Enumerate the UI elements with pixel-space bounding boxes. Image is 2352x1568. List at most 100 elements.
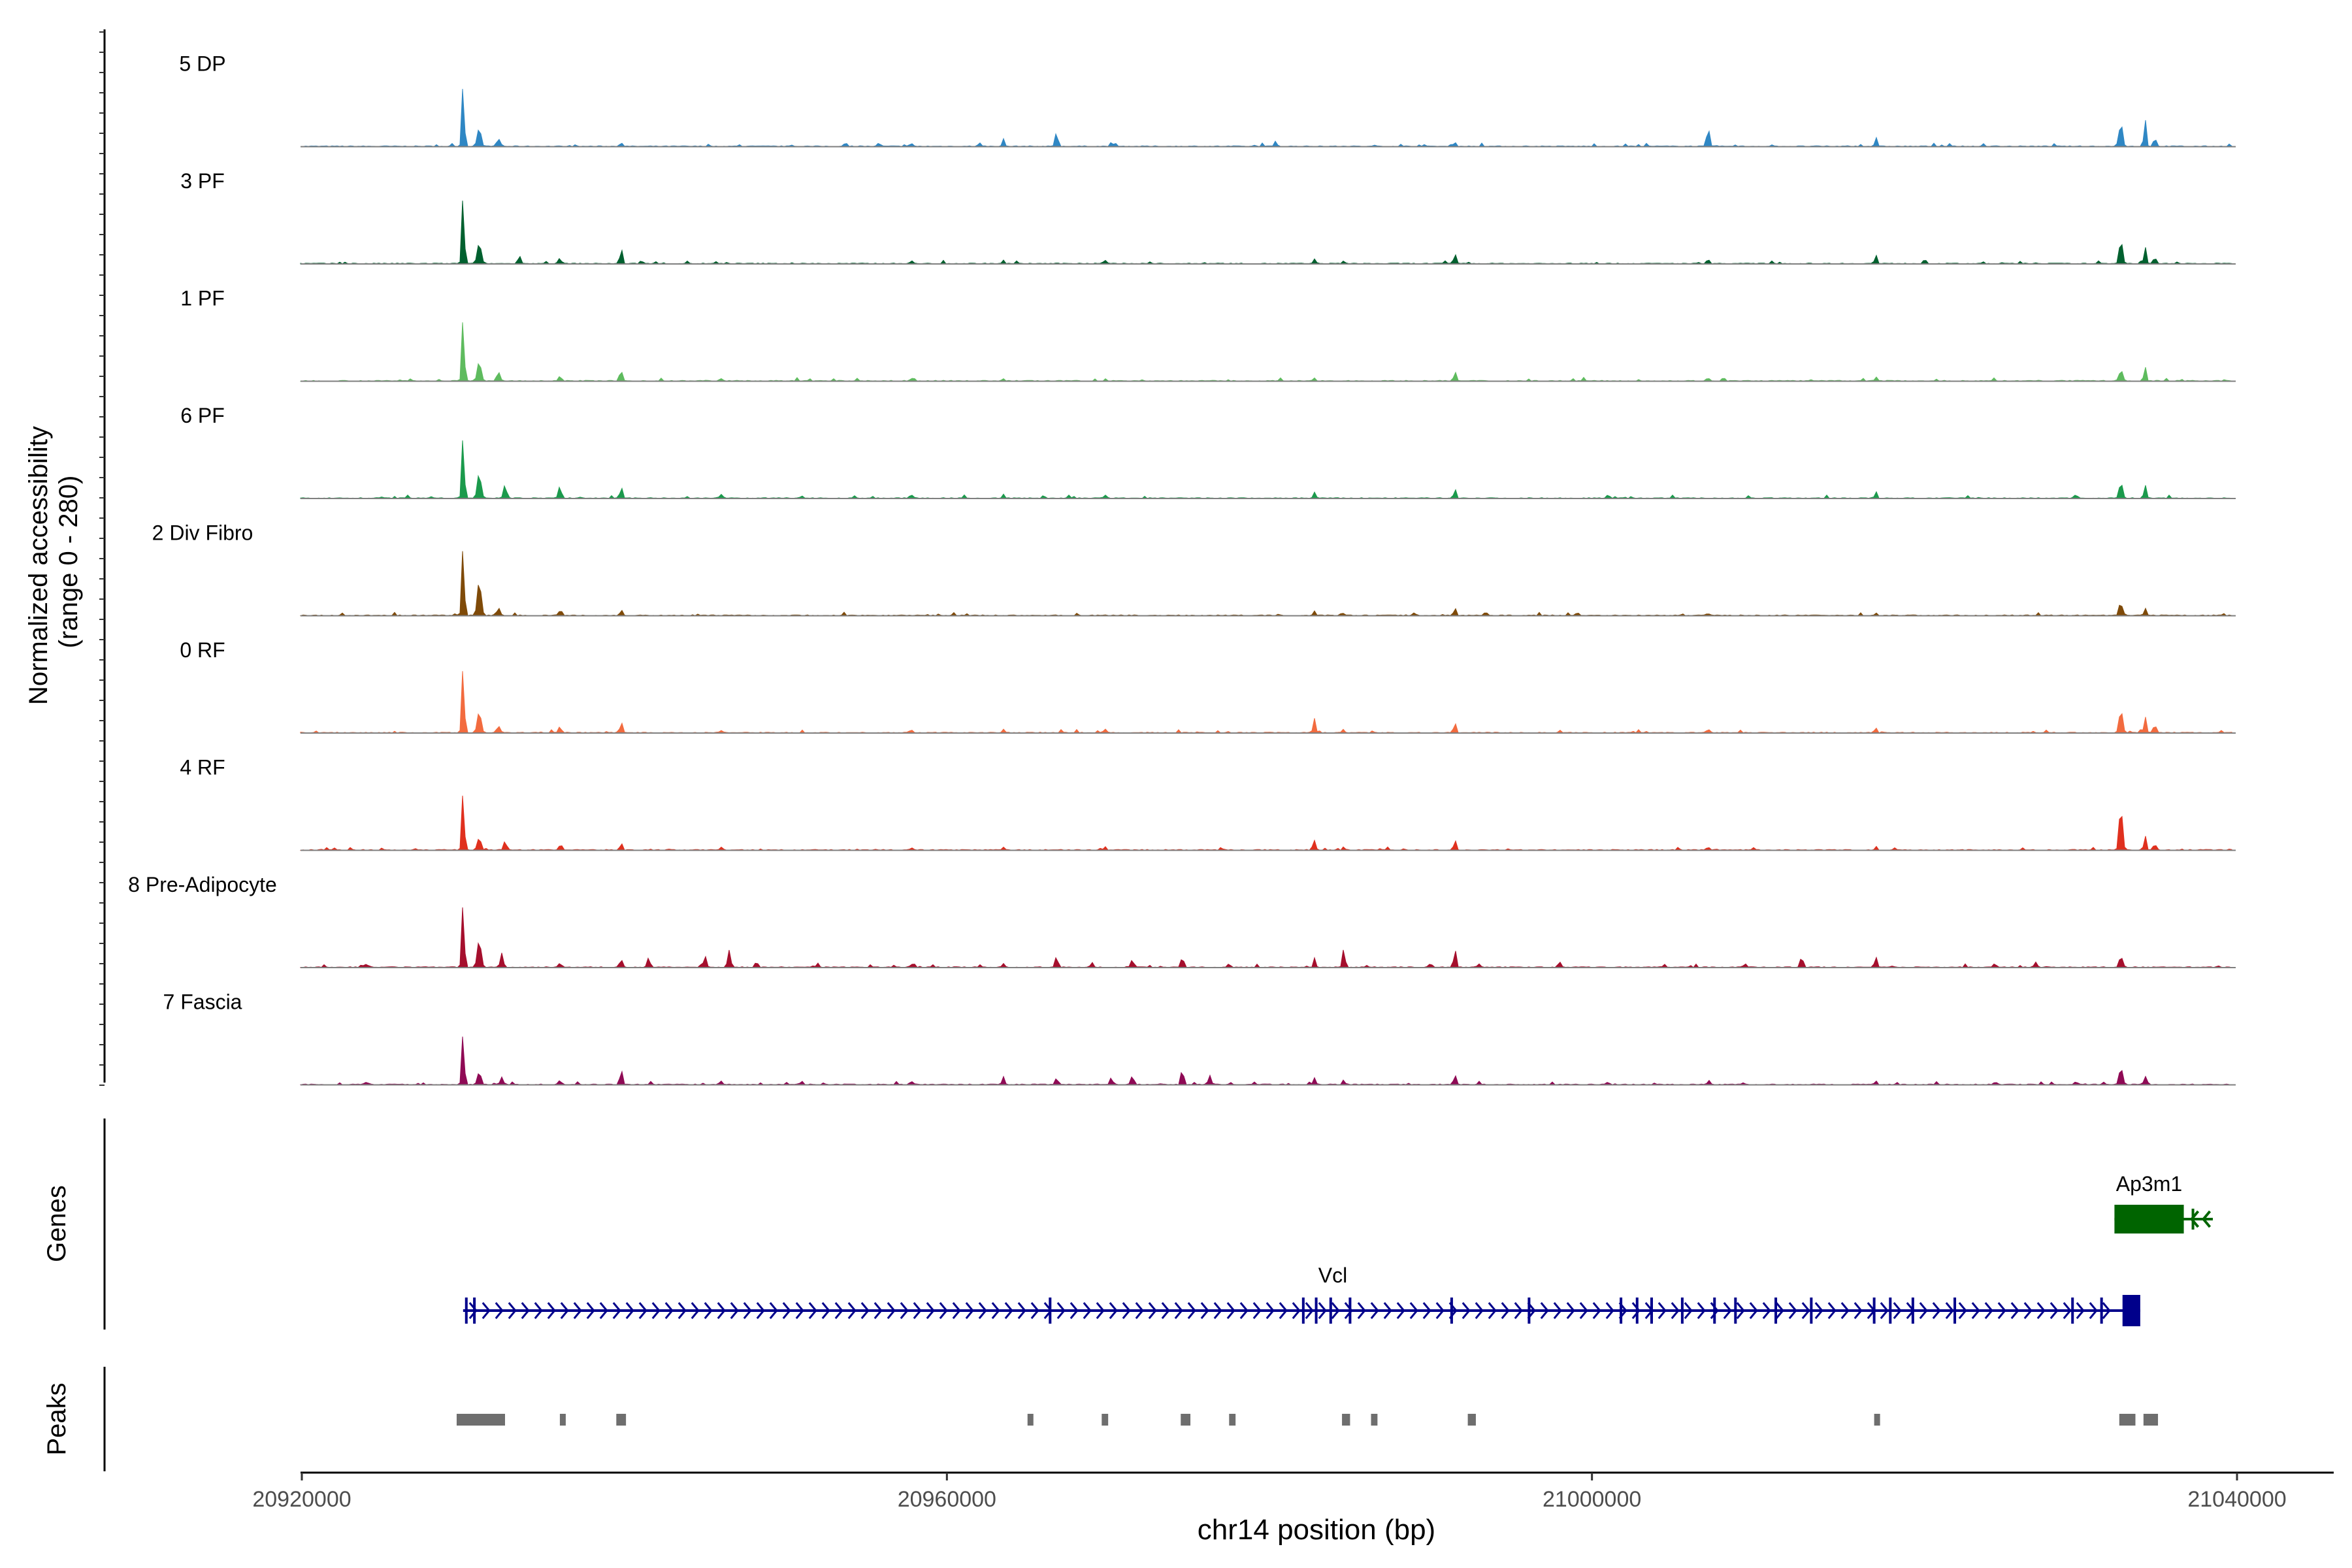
strand-arrow xyxy=(808,1302,817,1319)
strand-arrow xyxy=(625,1302,634,1319)
strand-arrow xyxy=(1932,1302,1941,1319)
strand-arrow xyxy=(1135,1302,1144,1319)
strand-arrow xyxy=(534,1302,543,1319)
strand-arrow xyxy=(991,1302,1000,1319)
x-tick-label: 21040000 xyxy=(2187,1487,2286,1512)
strand-arrow xyxy=(1710,1302,1719,1319)
strand-arrow xyxy=(521,1302,530,1319)
coverage-area-7-fascia xyxy=(300,1036,2232,1086)
strand-arrow xyxy=(769,1302,778,1319)
strand-arrow xyxy=(1213,1302,1222,1319)
strand-arrow xyxy=(1096,1302,1105,1319)
strand-arrow xyxy=(1566,1302,1575,1319)
gene-exon xyxy=(2114,1205,2184,1233)
peak-region xyxy=(1342,1414,1350,1426)
strand-arrow xyxy=(1997,1302,2006,1319)
strand-arrow xyxy=(1919,1302,1928,1319)
strand-arrow xyxy=(1880,1302,1889,1319)
strand-arrow xyxy=(834,1302,843,1319)
strand-arrow xyxy=(1984,1302,1993,1319)
peak-region xyxy=(1102,1414,1109,1426)
genes-axis-title: Genes xyxy=(42,1185,71,1262)
strand-arrow xyxy=(1370,1302,1379,1319)
strand-arrow xyxy=(573,1302,582,1319)
coverage-y-axis-title-line1: Normalized accessibility xyxy=(24,426,53,705)
strand-arrow xyxy=(1958,1302,1967,1319)
strand-arrow xyxy=(1070,1302,1079,1319)
strand-arrow xyxy=(1945,1302,1954,1319)
strand-arrow xyxy=(1252,1302,1262,1319)
peak-region xyxy=(2143,1414,2159,1426)
x-axis-title: chr14 position (bp) xyxy=(1198,1514,1435,1546)
strand-arrow xyxy=(939,1302,948,1319)
strand-arrow xyxy=(704,1302,713,1319)
strand-arrow xyxy=(1971,1302,1980,1319)
strand-arrow xyxy=(965,1302,974,1319)
strand-arrow xyxy=(1305,1302,1314,1319)
gene-ap3m1: Ap3m1 xyxy=(2114,1172,2213,1233)
strand-arrow xyxy=(1383,1302,1392,1319)
strand-arrow xyxy=(2010,1302,2019,1319)
strand-arrow xyxy=(1200,1302,1209,1319)
track-label-5-dp: 5 DP xyxy=(179,52,225,76)
strand-arrow xyxy=(1723,1302,1732,1319)
strand-arrow xyxy=(1488,1302,1497,1319)
strand-arrow xyxy=(2063,1302,2072,1319)
strand-arrow xyxy=(743,1302,752,1319)
strand-arrow xyxy=(847,1302,857,1319)
strand-arrow xyxy=(1631,1302,1641,1319)
coverage-y-axis-title: Normalized accessibility (range 0 - 280) xyxy=(24,419,83,705)
strand-arrow xyxy=(887,1302,896,1319)
peak-region xyxy=(2119,1414,2136,1426)
strand-arrow xyxy=(1854,1302,1863,1319)
strand-arrow xyxy=(978,1302,987,1319)
peak-track xyxy=(456,1414,2159,1426)
strand-arrow xyxy=(1122,1302,1131,1319)
strand-arrow xyxy=(1501,1302,1510,1319)
track-2-div-fibro: 2 Div Fibro xyxy=(152,521,2236,617)
coverage-area-4-rf xyxy=(300,795,2232,851)
strand-arrow xyxy=(495,1302,504,1319)
x-axis: 20920000 20960000 21000000 21040000 xyxy=(252,1471,2334,1512)
strand-arrow xyxy=(678,1302,687,1319)
strand-arrow xyxy=(821,1302,830,1319)
strand-arrow xyxy=(482,1302,491,1319)
strand-arrow xyxy=(1161,1302,1170,1319)
peak-region xyxy=(616,1414,627,1426)
strand-arrow xyxy=(1514,1302,1523,1319)
strand-arrow xyxy=(1004,1302,1013,1319)
track-label-3-pf: 3 PF xyxy=(180,169,225,193)
coverage-area-3-pf xyxy=(300,201,2232,265)
track-3-pf: 3 PF xyxy=(180,169,2236,265)
strand-arrow xyxy=(1592,1302,1601,1319)
strand-arrow xyxy=(913,1302,922,1319)
strand-arrow xyxy=(717,1302,726,1319)
strand-arrow xyxy=(900,1302,909,1319)
strand-arrow xyxy=(560,1302,569,1319)
x-tick-label: 21000000 xyxy=(1543,1487,1641,1512)
strand-arrow xyxy=(1017,1302,1026,1319)
strand-arrow xyxy=(1422,1302,1431,1319)
coverage-tracks: 5 DP 3 PF 1 PF 6 PF 2 Div Fibro 0 RF 4 RF 8 Pre… xyxy=(128,52,2236,1086)
strand-arrow xyxy=(1187,1302,1196,1319)
strand-arrow xyxy=(2036,1302,2046,1319)
x-tick-label: 20960000 xyxy=(898,1487,996,1512)
track-6-pf: 6 PF xyxy=(180,404,2236,499)
peak-region xyxy=(456,1414,506,1426)
strand-arrow xyxy=(1292,1302,1301,1319)
strand-arrow xyxy=(508,1302,517,1319)
strand-arrow xyxy=(860,1302,870,1319)
track-label-0-rf: 0 RF xyxy=(180,638,225,662)
strand-arrow xyxy=(926,1302,935,1319)
strand-arrow xyxy=(651,1302,661,1319)
strand-arrow xyxy=(2023,1302,2033,1319)
strand-arrow xyxy=(2050,1302,2059,1319)
strand-arrow xyxy=(1788,1302,1797,1319)
track-label-2-div-fibro: 2 Div Fibro xyxy=(152,521,253,545)
strand-arrow xyxy=(1409,1302,1418,1319)
strand-arrow xyxy=(874,1302,883,1319)
track-label-4-rf: 4 RF xyxy=(180,756,225,779)
strand-arrow xyxy=(1893,1302,1902,1319)
strand-arrow xyxy=(638,1302,647,1319)
strand-arrow xyxy=(1475,1302,1484,1319)
